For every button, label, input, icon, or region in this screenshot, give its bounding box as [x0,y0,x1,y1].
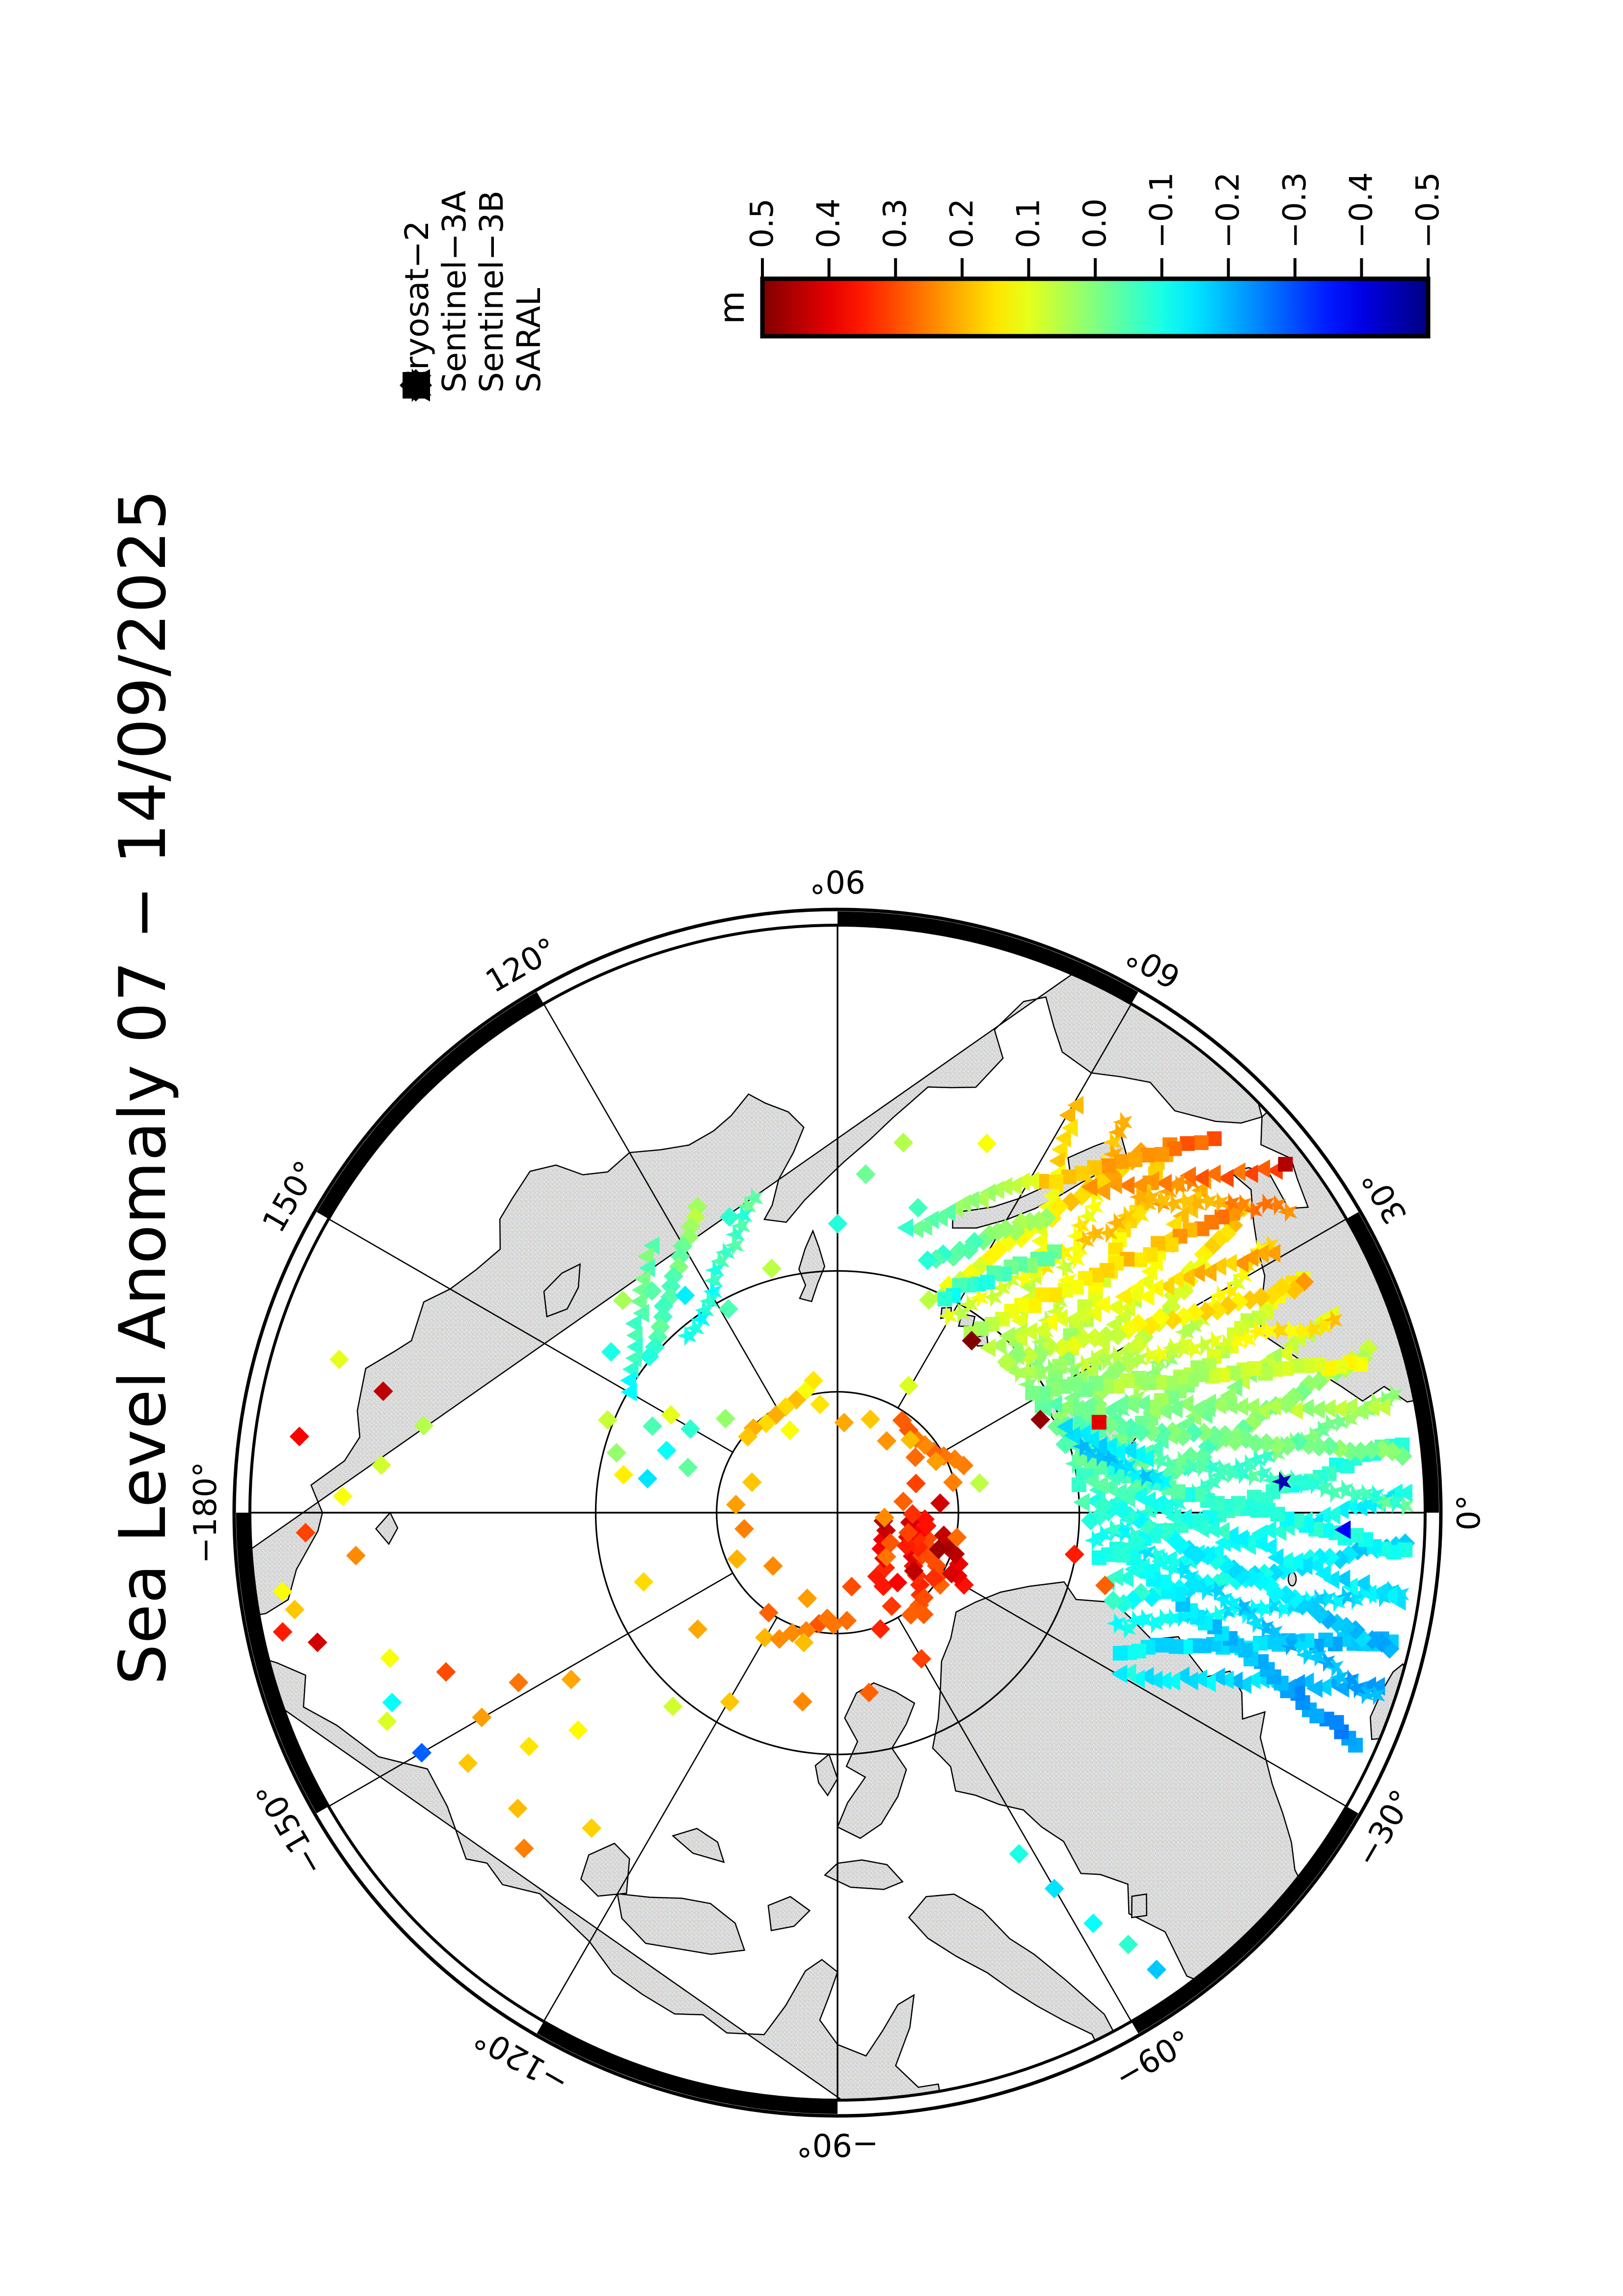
svg-text:0°: 0° [1451,1495,1488,1531]
legend-row-sentinel3a: Sentinel−3A [401,190,473,403]
colorbar-tick-label: 0.2 [944,198,980,248]
colorbar-tick-label: 0.0 [1077,198,1113,248]
colorbar: 0.5 0.4 0.3 0.2 0.1 0.0 −0.1 −0.2 −0.3 −0.4 −0.5 m [712,172,1446,339]
colorbar-tick-label: 0.4 [811,198,847,248]
legend-label-saral: SARAL [510,288,548,393]
colorbar-tick-label: −0.4 [1343,172,1380,248]
colorbar-tick-label: 0.5 [744,198,781,248]
svg-text:−180°: −180° [188,1462,224,1564]
map-frame-ring [232,908,1443,2118]
legend-label-sentinel3b: Sentinel−3B [472,190,511,393]
satellite-legend: Cryosat−2 Sentinel−3A Sentinel−3B SARAL [398,190,548,403]
legend-row-sentinel3b: Sentinel−3B [403,190,511,403]
map-interior [250,925,1425,2100]
colorbar-tick-label: −0.5 [1410,172,1446,248]
svg-text:−90°: −90° [796,2126,878,2163]
colorbar-tick-label: 0.3 [877,198,914,248]
svg-text:90°: 90° [810,863,865,899]
colorbar-unit-label: m [712,291,752,324]
colorbar-tick-label: −0.2 [1210,172,1246,248]
colorbar-tick-label: −0.3 [1277,172,1313,248]
colorbar-gradient [760,276,1431,339]
legend-label-sentinel3a: Sentinel−3A [435,190,473,393]
data-points [272,1095,1415,1979]
star-icon [400,368,432,402]
page-title: Sea Level Anomaly 07 − 14/09/2025 [105,488,180,1685]
colorbar-tick-label: −0.1 [1144,172,1180,248]
legend-row-saral: SARAL [400,190,548,403]
colorbar-tick-label: 0.1 [1010,198,1047,248]
polar-map: 0°30°60°90°120°150°−180°−150°−120°−90°−6… [188,863,1488,2163]
